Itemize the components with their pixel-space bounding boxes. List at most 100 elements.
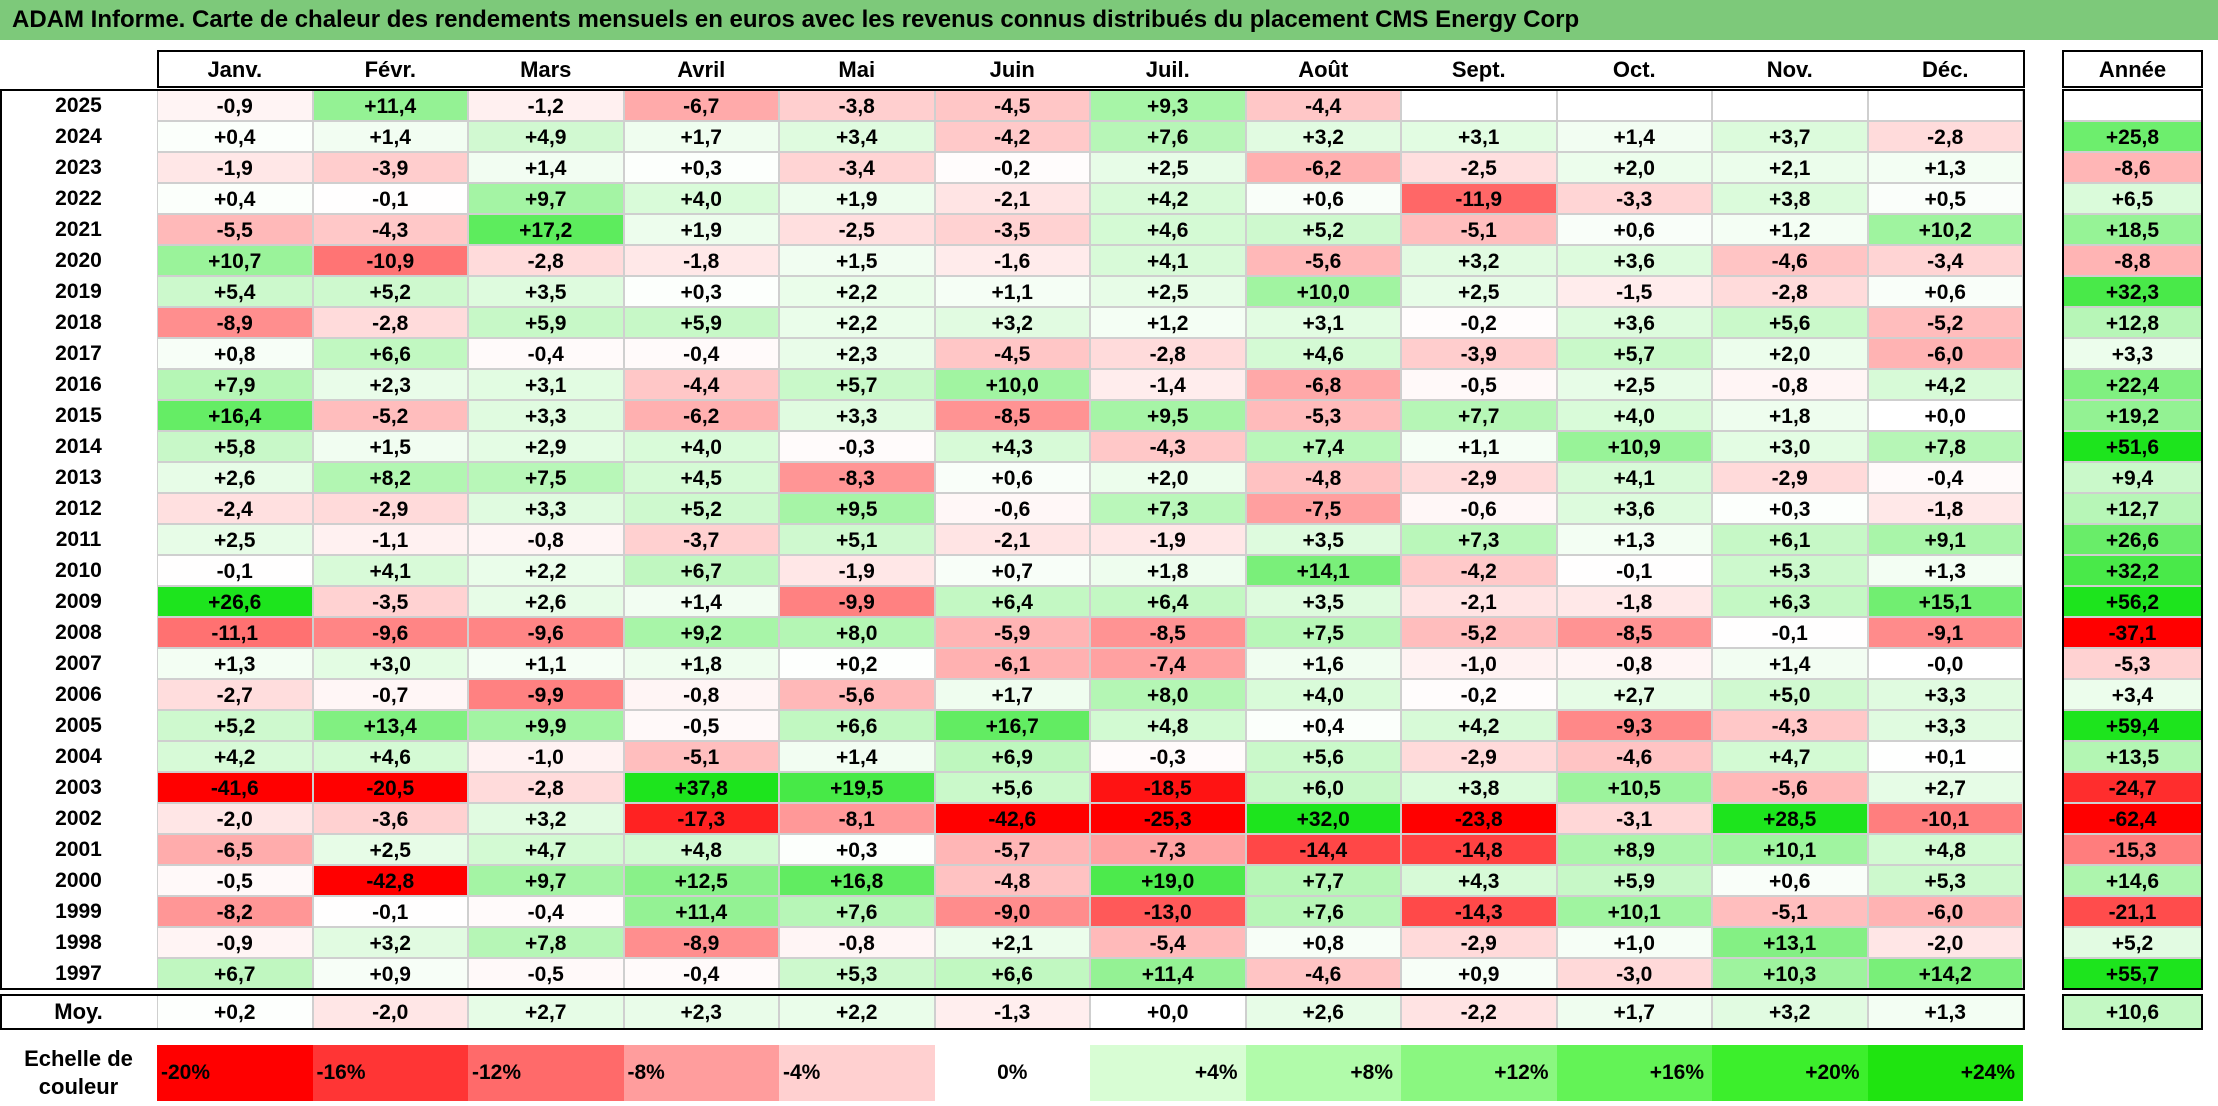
heatmap-cell: -0,4	[623, 958, 779, 989]
row-year-label: 2016	[55, 373, 102, 396]
heatmap-cell: -0,8	[779, 927, 935, 958]
heatmap-cell: +1,4	[779, 741, 935, 772]
heatmap-cell: +6,6	[312, 338, 468, 369]
row-year-label: 2006	[55, 683, 102, 706]
heatmap-cell: -0,9	[157, 90, 313, 121]
annual-cell: -62,4	[2062, 803, 2203, 834]
heatmap-cell: +2,7	[1556, 679, 1712, 710]
heatmap-cell: +1,3	[1556, 524, 1712, 555]
heatmap-cell: +8,0	[779, 617, 935, 648]
row-year-label: 2015	[55, 404, 102, 427]
heatmap-cell: +0,3	[623, 152, 779, 183]
chart-title: ADAM Informe. Carte de chaleur des rende…	[0, 0, 2218, 40]
heatmap-cell: -4,6	[1556, 741, 1712, 772]
annual-cell: +3,3	[2062, 338, 2203, 369]
heatmap-cell: -10,1	[1867, 803, 2023, 834]
heatmap-cell: -6,1	[934, 648, 1090, 679]
heatmap-cell: +5,6	[934, 772, 1090, 803]
heatmap-cell: +5,3	[1867, 865, 2023, 896]
heatmap-cell: -6,0	[1867, 896, 2023, 927]
heatmap-cell: +5,8	[157, 431, 313, 462]
heatmap-cell	[1556, 90, 1712, 121]
heatmap-cell: +2,2	[779, 307, 935, 338]
heatmap-cell: -14,4	[1245, 834, 1401, 865]
row-year-label: 2009	[55, 590, 102, 613]
row-year-label: 2008	[55, 621, 102, 644]
row-year-label: 2005	[55, 714, 102, 737]
heatmap-cell: -6,0	[1867, 338, 2023, 369]
heatmap-cell: -1,0	[468, 741, 624, 772]
heatmap-cell: -0,5	[1401, 369, 1557, 400]
annual-cell: +6,5	[2062, 183, 2203, 214]
annual-cell: +59,4	[2062, 710, 2203, 741]
heatmap-cell: +2,3	[779, 338, 935, 369]
annual-cell: -15,3	[2062, 834, 2203, 865]
month-header: Mai	[838, 57, 876, 82]
heatmap-cell: +4,2	[1090, 183, 1246, 214]
annual-cell: +32,2	[2062, 555, 2203, 586]
heatmap-cell: -2,0	[1867, 927, 2023, 958]
heatmap-cell: -4,4	[1245, 90, 1401, 121]
heatmap-cell: +0,8	[1245, 927, 1401, 958]
heatmap-cell: +4,0	[1556, 400, 1712, 431]
heatmap-cell: +1,8	[1712, 400, 1868, 431]
heatmap-cell: -2,5	[1401, 152, 1557, 183]
heatmap-cell: -1,9	[157, 152, 313, 183]
annual-cell: +13,5	[2062, 741, 2203, 772]
annual-cell	[2062, 90, 2203, 121]
row-year-label: 2023	[55, 156, 102, 179]
heatmap-cell: -1,4	[1090, 369, 1246, 400]
heatmap-cell: -1,6	[934, 245, 1090, 276]
heatmap-cell: +4,8	[623, 834, 779, 865]
heatmap-cell: +4,1	[1556, 462, 1712, 493]
heatmap-cell: -3,3	[1556, 183, 1712, 214]
heatmap-cell: +14,2	[1867, 958, 2023, 989]
annual-cell: +12,7	[2062, 493, 2203, 524]
heatmap-cell: +1,8	[623, 648, 779, 679]
average-cell: -2,2	[1401, 995, 1557, 1029]
month-header: Mars	[520, 57, 572, 82]
heatmap-cell: +1,7	[623, 121, 779, 152]
heatmap-cell: +7,8	[1867, 431, 2023, 462]
row-year-label: 2013	[55, 466, 102, 489]
heatmap-cell: +10,0	[934, 369, 1090, 400]
heatmap-cell: +1,4	[623, 586, 779, 617]
heatmap-cell: -0,5	[468, 958, 624, 989]
heatmap-cell: +3,2	[468, 803, 624, 834]
heatmap-cell: +4,6	[1090, 214, 1246, 245]
color-scale-swatch: +16%	[1556, 1045, 1712, 1101]
heatmap-cell: +9,1	[1867, 524, 2023, 555]
heatmap-cell: +2,6	[157, 462, 313, 493]
heatmap-cell: +7,6	[1090, 121, 1246, 152]
heatmap-cell: -0,3	[1090, 741, 1246, 772]
heatmap-cell: +6,9	[934, 741, 1090, 772]
heatmap-cell: +10,1	[1556, 896, 1712, 927]
annual-cell: -8,6	[2062, 152, 2203, 183]
color-scale-swatch: +4%	[1090, 1045, 1246, 1101]
heatmap-cell: +3,6	[1556, 493, 1712, 524]
row-year-label: 1997	[55, 962, 102, 985]
heatmap-cell: -5,4	[1090, 927, 1246, 958]
heatmap-cell: -3,6	[312, 803, 468, 834]
heatmap-cell: +3,1	[1401, 121, 1557, 152]
heatmap-cell: +4,0	[623, 183, 779, 214]
heatmap-cell: -6,2	[1245, 152, 1401, 183]
heatmap-cell: +6,6	[779, 710, 935, 741]
heatmap-cell: +13,4	[312, 710, 468, 741]
heatmap-cell: +5,7	[1556, 338, 1712, 369]
heatmap-cell: +3,3	[468, 400, 624, 431]
heatmap-cell: -3,7	[623, 524, 779, 555]
row-year-label: 2014	[55, 435, 102, 458]
heatmap-cell: +3,7	[1712, 121, 1868, 152]
row-year-label: 2004	[55, 745, 102, 768]
heatmap-cell: +0,3	[1712, 493, 1868, 524]
heatmap-cell: -7,3	[1090, 834, 1246, 865]
heatmap-cell: +11,4	[623, 896, 779, 927]
heatmap-cell: +5,2	[623, 493, 779, 524]
average-cell: -2,0	[312, 995, 468, 1029]
heatmap-cell: +5,6	[1712, 307, 1868, 338]
heatmap-cell: -2,9	[312, 493, 468, 524]
heatmap-cell: -4,2	[1401, 555, 1557, 586]
heatmap-cell: +2,0	[1556, 152, 1712, 183]
